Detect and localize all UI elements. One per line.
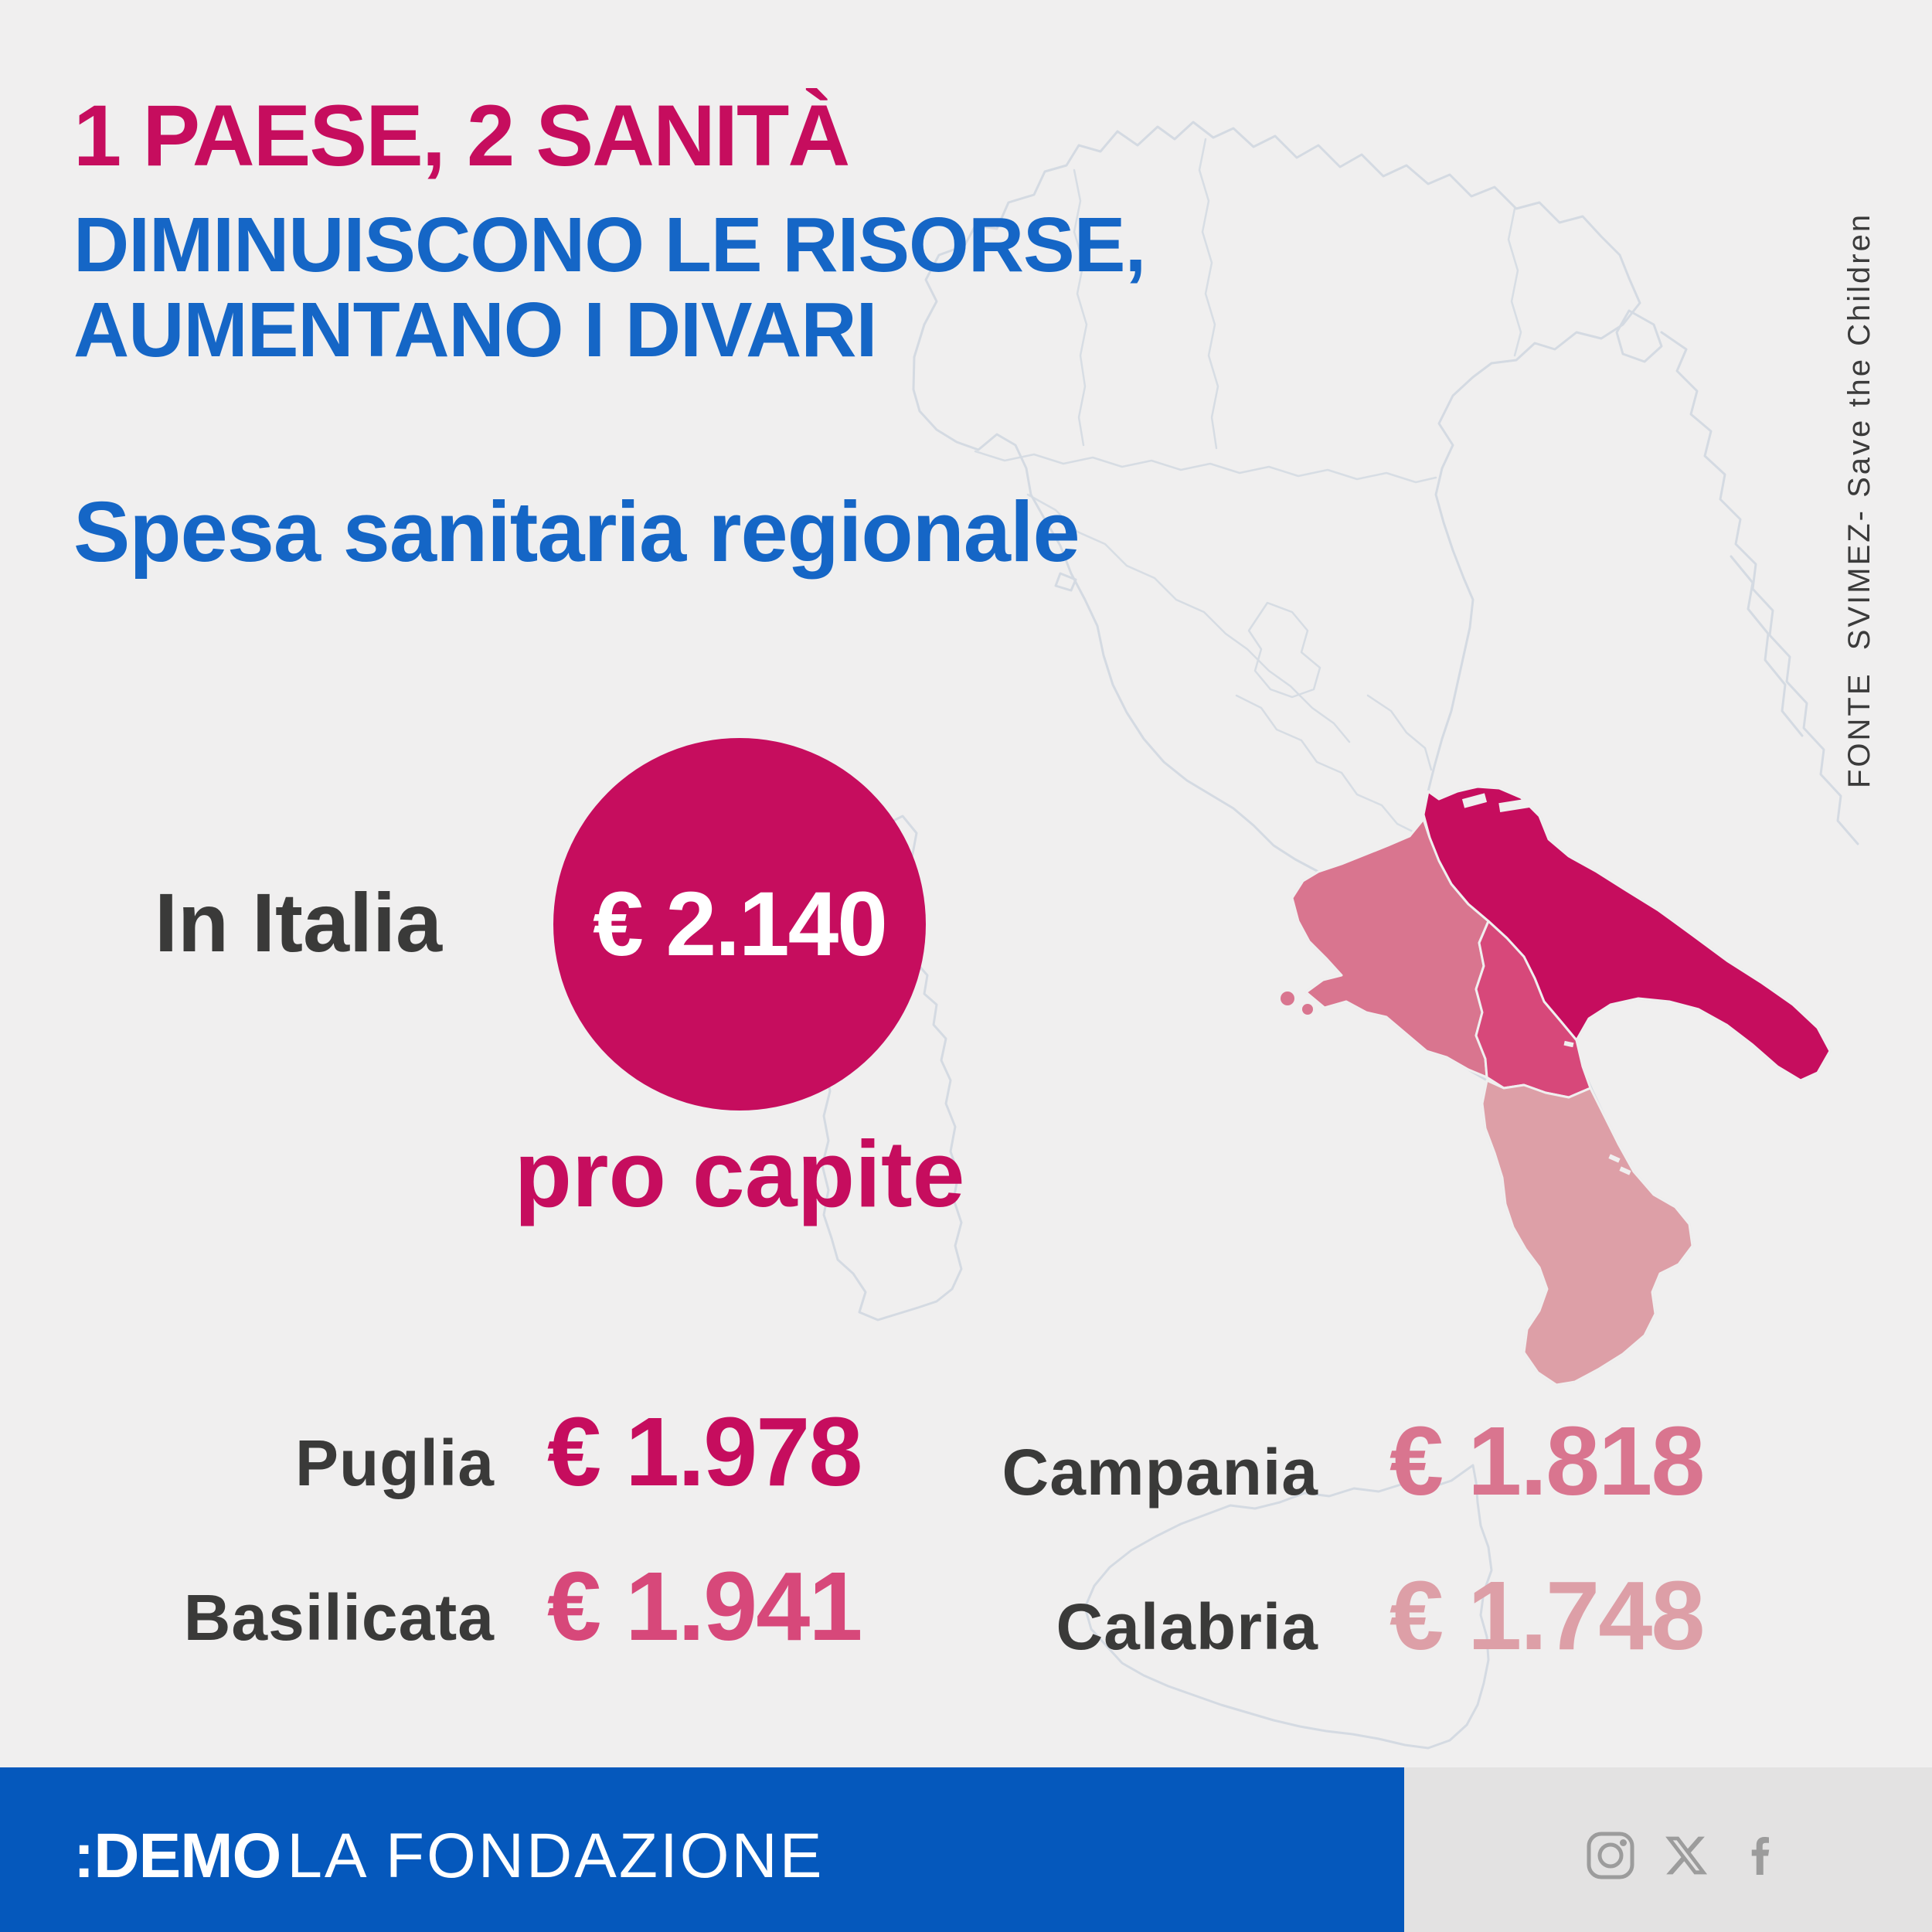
stat-puglia: Puglia € 1.978 <box>116 1397 862 1506</box>
page-subtitle: DIMINUISCONO LE RISORSE, AUMENTANO I DIV… <box>73 202 1146 373</box>
map-calabria-notch-2 <box>1619 1166 1631 1175</box>
brand-logo-bold: :DEMO <box>73 1821 281 1891</box>
map-border-abruzzo <box>1366 694 1433 771</box>
stat-puglia-value: € 1.978 <box>547 1397 862 1506</box>
page-title: 1 PAESE, 2 SANITÀ <box>73 87 850 184</box>
subtitle-line-1: DIMINUISCONO LE RISORSE, <box>73 202 1146 288</box>
brand-logo: :DEMO LA FONDAZIONE <box>73 1825 824 1888</box>
map-border-lombardia <box>1198 138 1219 450</box>
national-label: In Italia <box>155 876 443 969</box>
map-island-capri <box>1302 1004 1313 1015</box>
map-gargano-notch-2 <box>1498 798 1531 813</box>
section-title: Spesa sanitaria regionale <box>73 485 1080 580</box>
map-border-lazio <box>1235 694 1420 836</box>
map-calabria-notch-1 <box>1608 1154 1621 1163</box>
stat-calabria-value: € 1.748 <box>1389 1561 1705 1670</box>
footer-social-panel <box>1404 1767 1932 1932</box>
map-border-umbria <box>1247 601 1321 699</box>
social-icons <box>1586 1831 1784 1880</box>
stat-campania-value: € 1.818 <box>1389 1406 1705 1515</box>
stat-campania: Campania € 1.818 <box>889 1406 1706 1515</box>
brand-logo-light: LA FONDAZIONE <box>287 1821 825 1891</box>
subtitle-line-2: AUMENTANO I DIVARI <box>73 287 877 373</box>
map-elba <box>1054 572 1077 592</box>
stat-calabria: Calabria € 1.748 <box>889 1561 1706 1670</box>
stat-campania-name: Campania <box>1002 1436 1318 1509</box>
stat-basilicata-name: Basilicata <box>183 1581 495 1654</box>
map-island-ischia <box>1281 992 1294 1005</box>
instagram-icon[interactable] <box>1586 1831 1635 1880</box>
map-border-piemonte <box>1073 168 1088 447</box>
map-border-veneto <box>1507 207 1522 357</box>
map-istria <box>1615 309 1663 363</box>
map-border-appennino <box>1026 493 1351 743</box>
national-value: € 2.140 <box>593 873 888 975</box>
map-basilicata-notch <box>1563 1040 1574 1048</box>
x-icon[interactable] <box>1663 1832 1709 1879</box>
map-balkan-coast <box>1660 331 1859 845</box>
source-note: FONTE SVIMEZ- Save the Children <box>1842 212 1876 788</box>
map-croatian-islands <box>1730 555 1804 737</box>
footer-bar: :DEMO LA FONDAZIONE <box>0 1767 1404 1932</box>
national-unit: pro capite <box>514 1121 965 1226</box>
map-border-po <box>974 450 1437 484</box>
national-circle: € 2.140 <box>553 738 926 1111</box>
stat-puglia-name: Puglia <box>294 1427 495 1499</box>
map-region-calabria <box>1481 1079 1694 1386</box>
map-gargano-notch-1 <box>1461 793 1488 808</box>
stat-basilicata-value: € 1.941 <box>547 1552 862 1661</box>
stat-calabria-name: Calabria <box>1056 1590 1318 1663</box>
map-sardinia-outline <box>821 954 963 1321</box>
facebook-icon[interactable] <box>1737 1832 1784 1879</box>
map-sicily-outline <box>1083 1464 1493 1750</box>
stat-basilicata: Basilicata € 1.941 <box>116 1552 863 1661</box>
